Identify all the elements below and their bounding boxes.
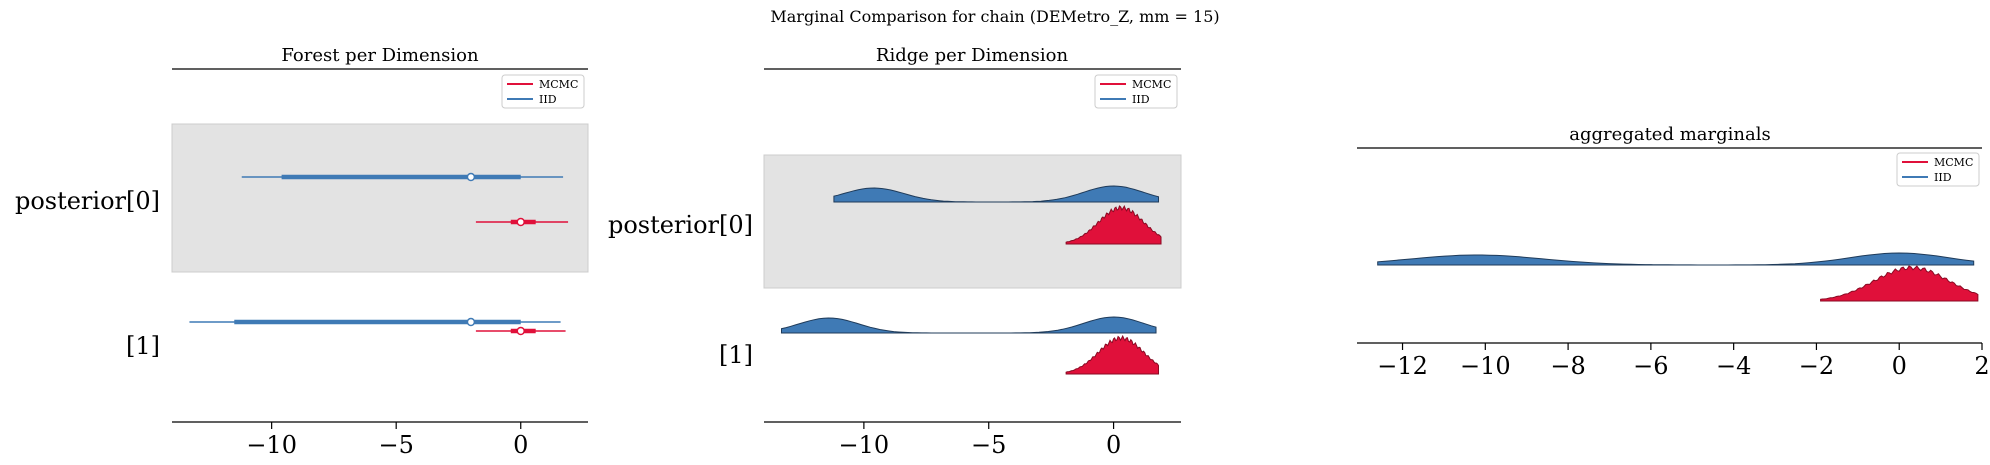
median-marker-mcmc (516, 217, 525, 227)
aggregated-density-iid (1377, 252, 1975, 266)
x-tick-label: −2 (1799, 352, 1834, 380)
legend-iid-label: IID (539, 93, 557, 106)
forest-marks (189, 172, 569, 336)
forest-legend: MCMC IID (501, 74, 585, 109)
median-marker-iid (466, 172, 476, 182)
forest-panel: Forest per Dimension posterior[0] [1] −1… (15, 45, 589, 459)
ridge-density-iid (833, 185, 1160, 203)
forest-row-label-1: [1] (126, 332, 160, 360)
aggregated-legend: MCMC IID (1896, 152, 1980, 187)
forest-row-label-0: posterior[0] (15, 187, 160, 215)
ridge-density-iid (780, 316, 1157, 334)
ridge-marks (780, 185, 1162, 375)
x-tick-label: −10 (246, 431, 297, 459)
legend-mcmc-label: MCMC (539, 78, 578, 91)
ridge-density-mcmc (1065, 204, 1162, 245)
x-tick-label: 0 (1892, 352, 1907, 380)
x-tick-label: −6 (1633, 352, 1668, 380)
x-tick-label: −5 (378, 431, 413, 459)
figure-suptitle: Marginal Comparison for chain (DEMetro_Z… (770, 7, 1219, 26)
legend-iid-label: IID (1132, 93, 1150, 106)
x-tick-label: −8 (1550, 352, 1585, 380)
x-tick-label: 0 (1106, 431, 1121, 459)
ridge-row-label-1: [1] (719, 341, 753, 369)
ridge-x-ticks: −10 −5 0 (839, 422, 1121, 459)
x-tick-label: −5 (971, 431, 1006, 459)
median-marker-mcmc (516, 326, 525, 336)
ridge-legend: MCMC IID (1094, 74, 1178, 109)
x-tick-label: −12 (1377, 352, 1428, 380)
x-tick-label: −10 (839, 431, 890, 459)
x-tick-label: −10 (1460, 352, 1511, 380)
forest-x-ticks: −10 −5 0 (246, 422, 528, 459)
aggregated-panel: aggregated marginals −12 −10 −8 −6 −4 −2 0 2 MC… (1357, 124, 1990, 380)
legend-mcmc-label: MCMC (1132, 78, 1171, 91)
ridge-density-mcmc (1065, 334, 1160, 375)
x-tick-label: 0 (513, 431, 528, 459)
aggregated-x-ticks: −12 −10 −8 −6 −4 −2 0 2 (1377, 343, 1990, 380)
legend-mcmc-label: MCMC (1934, 156, 1973, 169)
legend-iid-label: IID (1934, 171, 1952, 184)
forest-row-0-band (171, 123, 589, 273)
aggregated-title: aggregated marginals (1569, 124, 1770, 145)
median-marker-iid (466, 317, 476, 327)
forest-title: Forest per Dimension (281, 45, 479, 66)
ridge-row-label-0: posterior[0] (608, 211, 753, 239)
ridge-title: Ridge per Dimension (876, 45, 1069, 66)
x-tick-label: 2 (1974, 352, 1989, 380)
aggregated-density-mcmc (1820, 265, 1979, 302)
ridge-panel: Ridge per Dimension posterior[0] [1] −10… (608, 45, 1182, 459)
x-tick-label: −4 (1716, 352, 1751, 380)
aggregated-marks (1377, 252, 1979, 302)
